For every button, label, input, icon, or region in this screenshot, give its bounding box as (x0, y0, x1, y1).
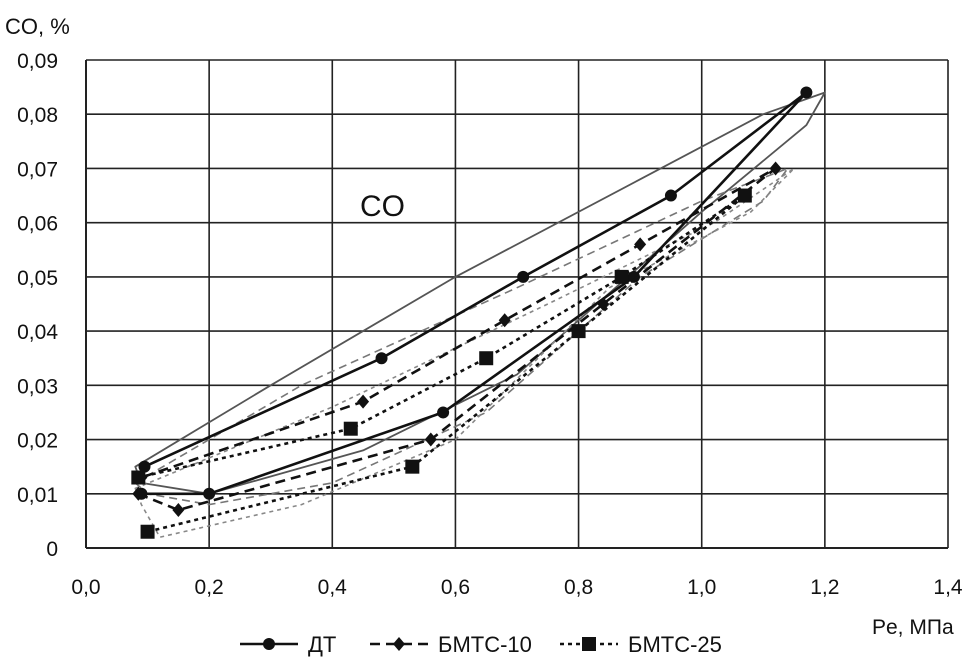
data-point (634, 237, 647, 252)
bmts25-envelope (134, 167, 795, 538)
y-tick-label: 0,07 (17, 158, 58, 181)
legend-entry-1: БМТС-10 (370, 632, 532, 657)
y-tick-label: 0,08 (17, 104, 58, 127)
data-point (479, 351, 494, 366)
y-tick-label: 0,05 (17, 267, 58, 290)
series-1 (132, 161, 782, 518)
legend-label: БМТС-25 (628, 632, 722, 657)
grid (85, 59, 949, 549)
data-point (132, 486, 145, 501)
x-tick-label: 1,2 (810, 576, 839, 599)
data-point (172, 503, 185, 518)
x-tick-label: 0,4 (318, 576, 348, 599)
legend: ДТ БМТС-10 БМТС-25 (240, 632, 722, 657)
y-tick-label: 0,04 (17, 321, 58, 344)
y-tick-label: 0,06 (17, 213, 58, 236)
legend-marker (393, 637, 405, 651)
x-tick-label: 1,0 (687, 576, 716, 599)
series-2 (131, 188, 752, 539)
y-tick-label: 0,02 (17, 430, 58, 453)
x-tick-label: 0,2 (195, 576, 224, 599)
x-tick-label: 0,0 (71, 576, 100, 599)
data-point (437, 406, 450, 419)
data-point (664, 189, 677, 202)
data-point (571, 324, 586, 339)
legend-entry-0: ДТ (240, 632, 336, 657)
x-tick-label: 1,4 (933, 576, 963, 599)
y-axis-label: CO, % (5, 14, 70, 39)
y-tick-label: 0,01 (17, 484, 58, 507)
data-point (424, 432, 437, 447)
chart-title: CO (360, 190, 405, 223)
series-line (138, 194, 747, 533)
x-axis-label: Pe, МПа (872, 616, 954, 639)
y-tick-label: 0,03 (17, 375, 58, 398)
data-point (769, 161, 782, 176)
y-tick-label: 0,09 (17, 50, 58, 73)
series-lines (131, 86, 813, 539)
data-point (498, 313, 511, 328)
x-tick-label: 0,6 (441, 576, 470, 599)
y-tick-label: 0 (46, 538, 58, 561)
data-point (737, 188, 752, 203)
data-point (800, 86, 813, 99)
data-point (627, 270, 640, 283)
legend-label: БМТС-10 (438, 632, 532, 657)
data-point (375, 352, 388, 365)
x-tick-label: 0,8 (564, 576, 593, 599)
legend-marker (263, 638, 275, 650)
data-point (614, 269, 629, 284)
data-point (203, 487, 216, 500)
legend-label: ДТ (308, 632, 336, 657)
data-point (357, 394, 370, 409)
data-point (138, 460, 151, 473)
data-point (517, 270, 530, 283)
data-point (131, 470, 146, 485)
series-line (141, 91, 808, 496)
legend-entry-2: БМТС-25 (560, 632, 722, 657)
series-line (137, 167, 777, 512)
data-point (140, 524, 155, 539)
data-point (405, 459, 420, 474)
dt-envelope (134, 91, 826, 495)
series-0 (135, 86, 813, 500)
legend-marker (582, 637, 596, 651)
tick-labels: 0,0 0,2 0,4 0,6 0,8 1,0 1,2 1,4 0 0,01 0,02 0,03 0,0… (17, 50, 963, 599)
hysteresis-curves (134, 91, 826, 538)
data-point (343, 421, 358, 436)
